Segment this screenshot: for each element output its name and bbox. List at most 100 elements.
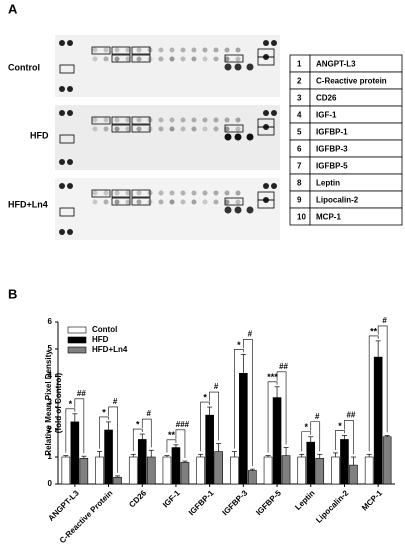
blot-dot — [271, 40, 277, 46]
blot-dot — [235, 190, 241, 196]
table-number: 4 — [297, 111, 302, 120]
blot-dot — [114, 126, 120, 132]
blot-dot — [191, 126, 197, 132]
blot-dot — [158, 190, 164, 196]
blot-dot — [202, 56, 208, 62]
significance: # — [382, 316, 387, 325]
blot-dot — [234, 133, 242, 141]
table-name: IGFBP-5 — [316, 162, 348, 171]
bracket — [166, 439, 177, 453]
bracket — [344, 420, 354, 454]
significance: # — [248, 330, 253, 339]
blot-box — [59, 134, 75, 144]
blot-dot — [158, 117, 164, 123]
significance: * — [69, 399, 73, 409]
bracket — [132, 428, 143, 452]
bar — [180, 462, 190, 485]
bar — [263, 456, 273, 485]
significance: # — [147, 409, 152, 418]
bracket — [108, 406, 118, 473]
blot-dot — [103, 126, 109, 132]
blot-box — [131, 116, 151, 125]
blot-dot — [235, 117, 241, 123]
blot-dot — [263, 110, 269, 116]
blot-dot — [180, 47, 186, 53]
significance: ### — [176, 420, 190, 429]
blot-dot — [114, 56, 120, 62]
bar — [137, 439, 147, 485]
blot-dot — [114, 190, 120, 196]
blot-dot — [158, 47, 164, 53]
blot-dot — [271, 110, 277, 116]
blot-box — [59, 64, 75, 74]
blot-box — [111, 116, 131, 125]
blot-dot — [125, 126, 131, 132]
bar — [95, 456, 104, 485]
legend-swatch — [67, 336, 87, 344]
group-label: Control — [8, 62, 40, 72]
blot-dot — [224, 206, 232, 214]
bar — [248, 470, 257, 485]
blot-dot — [125, 190, 131, 196]
y-tick-label: 4 — [48, 371, 53, 380]
blot-box — [131, 46, 151, 55]
blot-dot — [92, 190, 98, 196]
blot-dot — [103, 47, 109, 53]
bar — [239, 372, 248, 485]
bracket — [65, 408, 76, 453]
x-tick-label: Lipocalin-2 — [314, 488, 351, 525]
blot-dot — [180, 126, 186, 132]
blot — [55, 35, 280, 97]
table-number: 7 — [297, 162, 302, 171]
x-tick-label: IGFBP-1 — [187, 488, 216, 517]
blot-dot — [213, 117, 219, 123]
blot-dot — [213, 56, 219, 62]
blot-dot — [246, 63, 254, 71]
blot-box — [131, 54, 151, 63]
blot-dot — [202, 126, 208, 132]
bar — [331, 456, 340, 485]
blot-dot — [169, 117, 175, 123]
bracket — [276, 371, 287, 445]
y-tick-label: 0 — [48, 479, 53, 488]
bracket — [368, 335, 379, 452]
significance: ** — [168, 430, 176, 440]
bracket — [234, 349, 244, 449]
blot-dot — [213, 190, 219, 196]
bracket — [243, 339, 253, 467]
y-tick-label: 6 — [48, 317, 53, 326]
table-name: IGFBP-1 — [316, 128, 348, 137]
blot-box — [111, 54, 131, 63]
blot-box — [111, 46, 131, 55]
table-number: 1 — [297, 60, 302, 69]
table-name: Leptin — [316, 179, 340, 188]
significance: # — [315, 412, 320, 421]
blot — [55, 105, 280, 170]
group-label: HFD+Ln4 — [8, 199, 48, 209]
blot-box — [131, 189, 151, 198]
bar — [214, 451, 223, 485]
significance: * — [136, 419, 140, 429]
blot-dot — [169, 47, 175, 53]
bar — [196, 456, 205, 485]
blot-dot — [136, 126, 142, 132]
blot-dot — [224, 63, 232, 71]
blot-dot — [224, 190, 230, 196]
significance: * — [203, 392, 207, 402]
x-tick-label: IGFBP-5 — [254, 488, 283, 517]
bar — [70, 421, 80, 485]
table-cell — [309, 207, 403, 226]
blot-dot — [191, 47, 197, 53]
table-number: 3 — [297, 94, 302, 103]
significance: # — [214, 382, 219, 391]
table-name: IGFBP-3 — [316, 145, 348, 154]
blot-dot — [92, 56, 98, 62]
blot-dot — [103, 190, 109, 196]
blot-dot — [235, 126, 241, 132]
blot-dot — [92, 199, 98, 205]
blot-dot — [136, 199, 142, 205]
blot-dot — [271, 183, 277, 189]
table-name: MCP-1 — [316, 213, 341, 222]
blot-dot — [125, 117, 131, 123]
blot-box — [111, 124, 131, 133]
